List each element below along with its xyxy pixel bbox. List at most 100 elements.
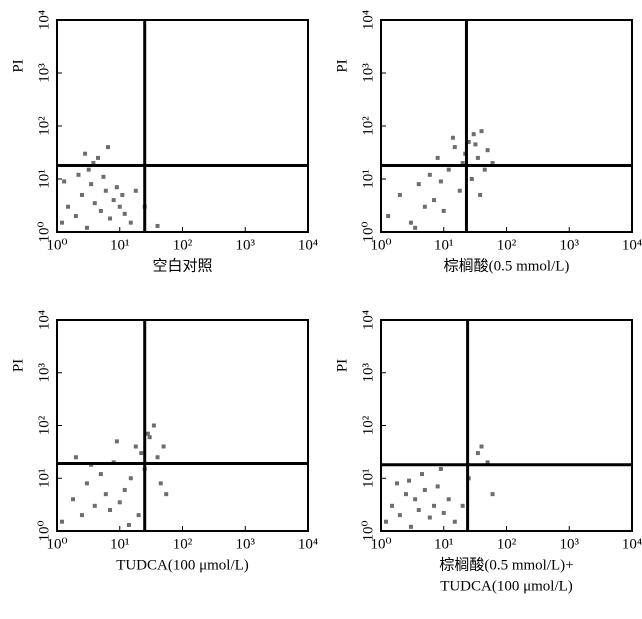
event-dot [117,204,122,209]
y-tick-label: 10² [360,116,376,136]
event-dot [136,513,141,518]
event-dot [122,487,127,492]
event-dot [101,174,106,179]
event-dot [446,167,451,172]
y-axis-label: PI [334,359,350,372]
event-dot [469,177,474,181]
event-dot [145,431,150,436]
y-tick-label: 10⁴ [36,10,52,30]
x-tick-label: 10² [173,237,193,253]
event-dot [446,497,451,502]
event-dot [383,519,388,524]
event-dot [441,208,446,213]
event-dot [397,192,402,197]
plot-frame [380,319,633,532]
x-tick-label: 10² [497,536,517,552]
event-dot [139,451,144,456]
event-dot [111,198,116,203]
event-dot [427,515,432,520]
x-tick-label: 10⁴ [298,536,318,552]
event-dot [450,135,455,140]
event-dot [435,155,440,160]
x-tick-label: 10¹ [434,237,454,253]
y-tick-label: 10⁰ [36,221,52,242]
y-tick-label: 10¹ [36,169,52,189]
event-dot [416,182,421,187]
event-dot [133,188,138,193]
x-axis-label: TUDCA(100 μmol/L) [440,578,573,594]
event-dot [413,225,418,230]
event-dot [83,151,88,156]
event-dot [155,223,160,228]
plot-frame [380,19,633,233]
event-dot [98,208,103,213]
event-dot [403,492,408,497]
event-dot [438,179,443,184]
event-dot [79,192,84,197]
event-dot [441,510,446,515]
event-dot [62,179,67,184]
event-dot [59,220,64,225]
event-dot [432,503,437,508]
x-axis-label: 棕榈酸(0.5 mmol/L) [444,257,570,274]
y-tick-label: 10⁴ [360,310,376,330]
y-tick-label: 10² [36,415,52,435]
event-dot [419,472,424,477]
y-axis-label: PI [10,359,26,372]
event-dot [422,487,427,492]
x-tick-label: 10⁰ [46,237,67,253]
event-dot [120,192,125,197]
event-dot [475,451,480,456]
event-dot [482,167,487,172]
event-dot [92,503,97,508]
event-dot [432,198,437,203]
plot-frame [56,19,309,233]
event-dot [460,161,465,166]
y-tick-label: 10¹ [360,169,376,189]
event-dot [397,513,402,518]
event-dot [84,481,89,486]
x-tick-label: 10² [173,536,193,552]
event-dot [86,167,91,172]
event-dot [158,481,163,486]
event-dot [164,492,169,497]
event-dot [108,508,113,513]
event-dot [407,478,412,483]
event-dot [478,192,483,197]
event-dot [91,161,96,166]
x-tick-label: 10¹ [434,536,454,552]
event-dot [79,513,84,518]
event-dot [460,503,465,508]
x-tick-label: 10¹ [110,237,130,253]
event-dot [422,204,427,209]
plot-frame [56,319,309,532]
y-tick-label: 10³ [360,63,376,83]
x-axis-label: TUDCA(100 μmol/L) [116,557,249,573]
event-dot [452,519,457,524]
event-dot [76,172,81,177]
y-tick-label: 10⁰ [360,221,376,242]
x-tick-label: 10⁴ [622,536,642,552]
event-dot [114,185,119,190]
event-dot [73,455,78,460]
y-tick-label: 10³ [36,363,52,383]
event-dot [128,476,133,481]
event-dot [485,460,490,465]
event-dot [395,481,400,486]
event-dot [147,435,152,440]
event-dot [408,524,413,529]
event-dot [479,444,484,449]
x-tick-label: 10³ [560,237,580,253]
event-dot [122,211,127,216]
x-tick-label: 10³ [236,237,256,253]
y-tick-label: 10² [360,415,376,435]
event-dot [133,444,138,449]
x-axis-label: 棕榈酸(0.5 mmol/L)+ [439,556,573,573]
y-tick-label: 10³ [360,363,376,383]
event-dot [475,155,480,160]
y-tick-label: 10⁰ [360,520,376,541]
x-tick-label: 10⁴ [622,237,642,253]
event-dot [386,214,391,219]
event-dot [95,155,100,160]
